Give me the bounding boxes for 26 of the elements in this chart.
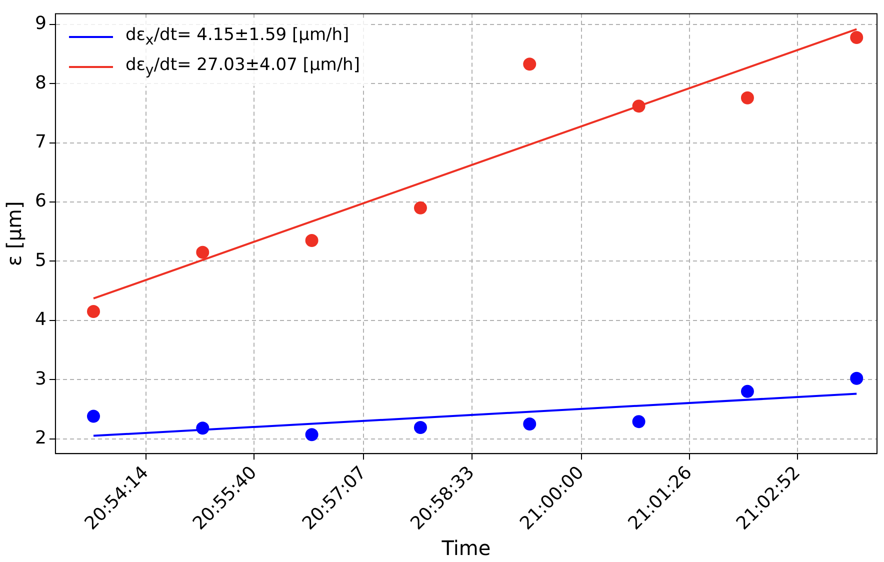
y-tick-label: 9 [35, 13, 46, 34]
point [305, 234, 318, 247]
y-tick-label: 4 [35, 309, 46, 330]
y-tick-label: 6 [35, 190, 46, 212]
y-tick-label: 8 [35, 72, 46, 94]
y-tick-label: 3 [35, 368, 46, 390]
point [632, 415, 646, 428]
point [850, 30, 864, 44]
point [86, 305, 100, 318]
point [414, 201, 427, 214]
point [305, 428, 318, 442]
legend-label: dε$_{y}$/dt= 27.03±4.07 [μm/h] [125, 55, 360, 78]
point [86, 410, 100, 423]
legend-label: dε$_{x}$/dt= 4.15±1.59 [μm/h] [125, 25, 350, 48]
y-tick-label: 5 [35, 250, 46, 271]
point [740, 384, 754, 398]
point [196, 246, 210, 259]
x-axis-title: Time [440, 536, 491, 560]
y-tick-label: 7 [35, 132, 46, 152]
point [850, 372, 864, 385]
point [740, 91, 754, 104]
y-axis-title: ε [μm] [2, 201, 26, 266]
point [414, 421, 427, 434]
point [523, 417, 536, 430]
y-tick-label: 2 [35, 427, 46, 448]
point [523, 58, 536, 71]
